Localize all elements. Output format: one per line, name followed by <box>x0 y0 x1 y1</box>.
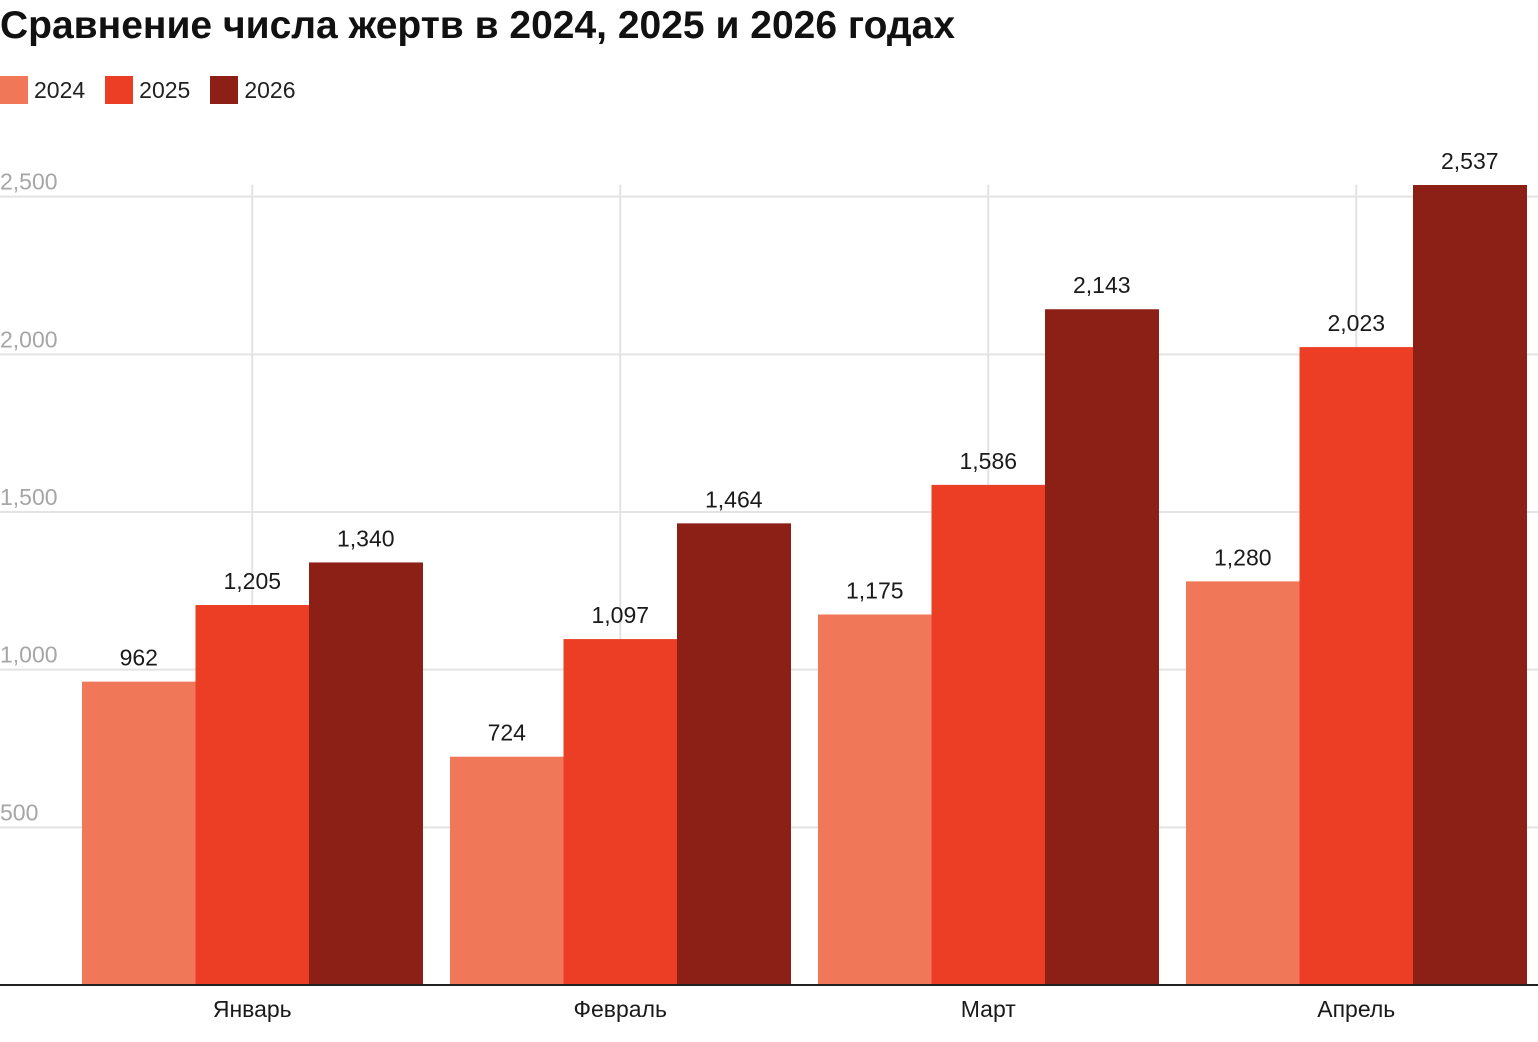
legend-swatch-2026 <box>210 76 239 104</box>
bar-2025-2 <box>931 484 1046 985</box>
y-tick-label: 1,500 <box>0 484 58 510</box>
y-tick-label: 500 <box>0 799 38 825</box>
data-label: 2,023 <box>1327 310 1385 336</box>
data-label: 1,586 <box>959 448 1017 474</box>
data-label: 1,097 <box>591 602 649 628</box>
legend-swatch-2025 <box>105 76 134 104</box>
data-label: 1,205 <box>223 568 281 594</box>
legend-item-2024: 2024 <box>0 76 85 104</box>
bar-2026-0 <box>309 562 423 985</box>
x-tick-label: Апрель <box>1317 996 1395 1022</box>
data-label: 1,340 <box>337 525 395 551</box>
bar-2024-3 <box>1186 581 1300 985</box>
data-label: 962 <box>120 645 158 671</box>
x-tick-label: Январь <box>213 996 292 1022</box>
legend-label-2024: 2024 <box>34 76 86 103</box>
bar-2024-1 <box>450 756 564 985</box>
bar-2024-2 <box>818 614 932 985</box>
x-tick-label: Февраль <box>574 996 667 1022</box>
legend-label-2025: 2025 <box>139 76 191 103</box>
legend: 2024 2025 2026 <box>0 76 316 104</box>
legend-item-2026: 2026 <box>210 76 296 104</box>
data-label: 1,280 <box>1214 544 1272 570</box>
data-label: 2,143 <box>1073 272 1131 298</box>
legend-swatch-2024 <box>0 76 28 104</box>
bar-2024-0 <box>82 681 196 985</box>
data-label: 2,537 <box>1441 148 1499 174</box>
bar-2026-2 <box>1045 309 1159 986</box>
legend-item-2025: 2025 <box>105 76 190 104</box>
y-tick-label: 1,000 <box>0 642 58 668</box>
bar-2025-0 <box>195 605 310 985</box>
data-label: 724 <box>488 720 527 746</box>
legend-label-2026: 2026 <box>244 76 296 103</box>
bar-2025-1 <box>563 639 678 985</box>
y-tick-label: 2,500 <box>0 169 58 195</box>
bar-2026-1 <box>677 523 791 985</box>
x-tick-label: Март <box>961 996 1016 1022</box>
bar-2026-3 <box>1413 185 1527 985</box>
data-label: 1,464 <box>705 486 763 512</box>
y-tick-label: 2,000 <box>0 326 58 352</box>
chart-title: Сравнение числа жертв в 2024, 2025 и 202… <box>0 4 956 47</box>
data-label: 1,175 <box>846 577 904 603</box>
bar-2025-3 <box>1299 347 1414 986</box>
